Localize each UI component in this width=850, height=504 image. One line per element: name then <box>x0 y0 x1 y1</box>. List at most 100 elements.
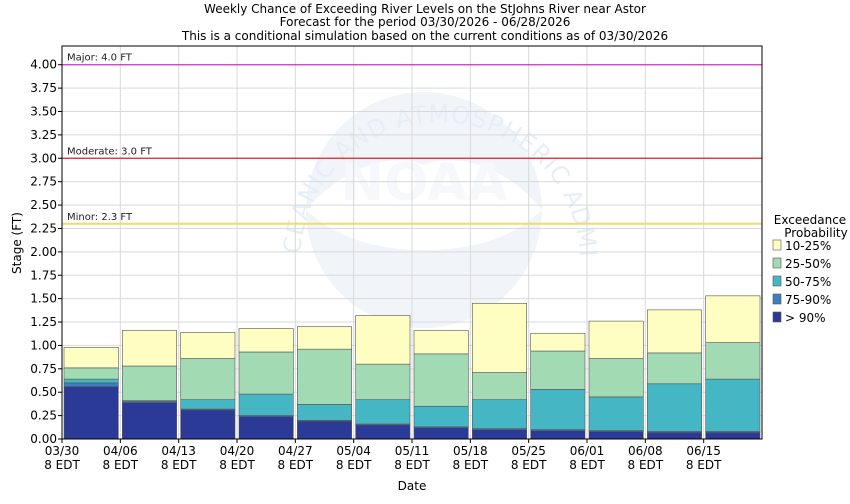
x-tick-date: 05/25 <box>511 444 546 458</box>
bar-segment <box>297 404 352 421</box>
legend-entry: 10-25% <box>785 239 831 253</box>
bar-segment <box>297 420 352 440</box>
y-tick-label: 1.50 <box>30 292 57 306</box>
bar-segment <box>705 342 761 380</box>
x-tick-date: 06/15 <box>686 444 721 458</box>
bar-segment <box>63 382 119 387</box>
flood-level-label: Minor: 2.3 FT <box>67 212 133 223</box>
flood-level-lines: Major: 4.0 FT Moderate: 3.0 FT Minor: 2.3 … <box>62 53 762 225</box>
y-tick-label: 2.50 <box>30 198 57 212</box>
flood-level-label: Major: 4.0 FT <box>67 53 133 64</box>
x-tick-time: 8 EDT <box>278 458 314 472</box>
x-tick-date: 04/06 <box>103 444 138 458</box>
y-tick-label: 1.75 <box>30 268 57 282</box>
legend-swatch <box>772 293 782 305</box>
chart-title-line-3: This is a conditional simulation based o… <box>181 29 668 43</box>
y-tick-label: 0.75 <box>30 362 57 376</box>
bar-segment <box>238 416 294 440</box>
x-tick-date: 03/30 <box>45 444 80 458</box>
x-tick-time: 8 EDT <box>569 458 605 472</box>
bar-segment <box>647 383 702 432</box>
legend-swatch <box>772 275 782 287</box>
x-tick-time: 8 EDT <box>219 458 255 472</box>
y-tick-label: 1.25 <box>30 315 57 329</box>
x-tick-time: 8 EDT <box>686 458 722 472</box>
bar-segment <box>530 389 586 430</box>
y-tick-label: 0.00 <box>30 432 57 446</box>
x-tick-time: 8 EDT <box>628 458 664 472</box>
x-tick-time: 8 EDT <box>453 458 489 472</box>
y-tick-labels: 0.00 0.25 0.50 0.75 1.00 1.25 1.50 1.75 2.00 2.25… <box>30 58 62 446</box>
legend-entry: > 90% <box>785 311 826 325</box>
chart-title-line-2: Forecast for the period 03/30/2026 - 06/… <box>280 15 571 29</box>
legend-swatch <box>772 239 782 251</box>
bar-segment <box>705 432 761 440</box>
bar-segment <box>530 430 586 440</box>
x-tick-date: 05/11 <box>395 444 430 458</box>
legend-entry: 75-90% <box>785 293 831 307</box>
bar-segment <box>647 432 702 440</box>
legend-swatch <box>772 257 782 269</box>
x-tick-time: 8 EDT <box>511 458 547 472</box>
x-tick-date: 04/20 <box>220 444 255 458</box>
bar-segment <box>63 346 119 369</box>
bar-segment <box>355 363 411 400</box>
x-tick-time: 8 EDT <box>161 458 197 472</box>
bar-segment <box>355 399 411 425</box>
bar-segment <box>355 315 411 365</box>
bar-segment <box>647 352 702 385</box>
bar-segment <box>297 326 352 350</box>
y-tick-label: 3.00 <box>30 151 57 165</box>
bar-segment <box>413 405 469 428</box>
bar-segment <box>63 386 119 440</box>
y-tick-label: 4.00 <box>30 58 57 72</box>
bar-segment <box>180 332 236 359</box>
y-tick-label: 3.75 <box>30 81 57 95</box>
x-axis-label: Date <box>398 479 427 493</box>
x-tick-date: 04/27 <box>278 444 313 458</box>
bar-segment <box>63 367 119 380</box>
bar-segment <box>238 328 294 353</box>
y-tick-label: 3.50 <box>30 105 57 119</box>
bar-segment <box>530 332 586 352</box>
legend-title-line-2: Probability <box>784 226 847 240</box>
x-tick-time: 8 EDT <box>394 458 430 472</box>
y-tick-label: 0.50 <box>30 385 57 399</box>
bar-segment <box>588 320 644 359</box>
bar-segment <box>238 393 294 416</box>
bar-segment <box>472 303 527 373</box>
bar-segment <box>122 402 177 440</box>
bar-segment <box>238 351 294 395</box>
x-tick-date: 04/13 <box>161 444 196 458</box>
bar-segment <box>180 358 236 400</box>
bar-segment <box>705 295 761 343</box>
bar-segment <box>180 409 236 440</box>
bar-segment <box>413 330 469 355</box>
bar-segment <box>472 372 527 401</box>
bar-segment <box>122 365 177 401</box>
bar-segment <box>705 378 761 432</box>
bar-segment <box>413 353 469 407</box>
x-tick-time: 8 EDT <box>336 458 372 472</box>
bar-segment <box>472 429 527 440</box>
x-tick-date: 05/04 <box>336 444 371 458</box>
y-tick-label: 2.75 <box>30 175 57 189</box>
noaa-logo-text: NOAA <box>341 153 508 213</box>
x-tick-date: 06/01 <box>570 444 605 458</box>
bar-segment <box>413 427 469 440</box>
noaa-watermark: NOAA NATIONAL OCEANIC AND ATMOSPHERIC AD… <box>0 0 601 328</box>
bar-segment <box>588 431 644 440</box>
x-tick-date: 06/08 <box>628 444 663 458</box>
legend-swatch <box>772 311 782 323</box>
x-tick-date: 05/18 <box>453 444 488 458</box>
bar-segment <box>180 399 236 410</box>
y-tick-label: 2.00 <box>30 245 57 259</box>
legend-entry: 50-75% <box>785 275 831 289</box>
y-tick-label: 0.25 <box>30 409 57 423</box>
bar-segment <box>588 358 644 398</box>
y-tick-label: 3.25 <box>30 128 57 142</box>
bar-segment <box>530 350 586 390</box>
